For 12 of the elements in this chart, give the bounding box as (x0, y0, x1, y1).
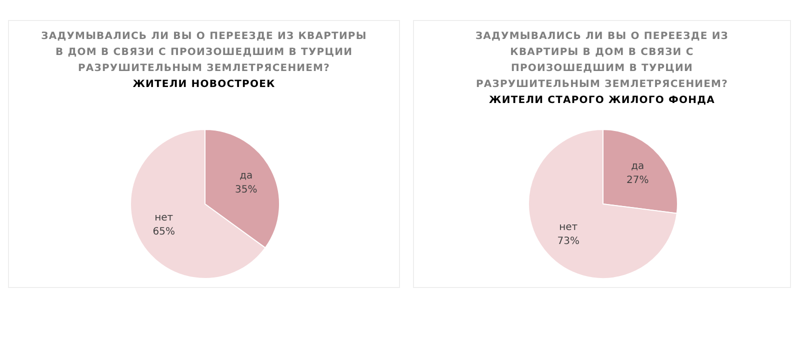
data-label: 27% (626, 175, 649, 186)
chart-subtitle: ЖИТЕЛИ НОВОСТРОЕК (132, 78, 276, 92)
slice-label: нет (154, 212, 174, 224)
slice-label: да (631, 161, 644, 172)
data-label: 35% (235, 184, 258, 196)
data-label: 65% (152, 226, 175, 238)
slice-label: нет (559, 222, 578, 234)
data-label: 73% (557, 236, 580, 248)
chart-title: ЗАДУМЫВАЛИСЬ ЛИ ВЫ О ПЕРЕЕЗДЕ ИЗ КВАРТИРЫ В ДОМ В СВЯЗИ С ПРОИЗОШЕДШИМ В ТУРЦИИ РАЗРУШИТЕЛЬНЫМ ЗЕМЛЕТРЯСЕНИЕМ? (474, 30, 730, 92)
slice-label: да (240, 170, 253, 182)
chart-subtitle: ЖИТЕЛИ СТАРОГО ЖИЛОГО ФОНДА (488, 94, 716, 108)
chart-title: ЗАДУМЫВАЛИСЬ ЛИ ВЫ О ПЕРЕЕЗДЕ ИЗ КВАРТИРЫ В ДОМ В СВЯЗИ С ПРОИЗОШЕДШИМ В ТУРЦИИ РАЗРУШИТЕЛЬНЫМ ЗЕМЛЕТРЯСЕНИЕМ? (40, 30, 368, 76)
